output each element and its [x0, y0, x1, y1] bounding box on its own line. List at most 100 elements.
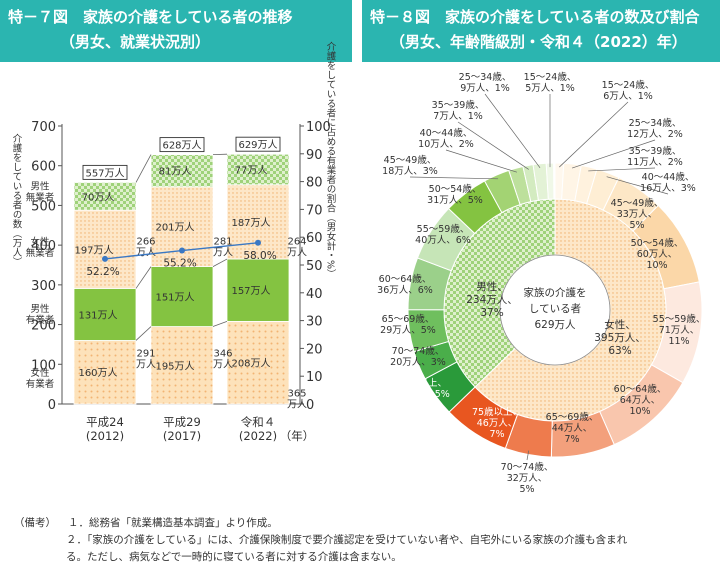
female-total-label-line: 266	[136, 236, 155, 247]
male-total-label-line: 291	[136, 348, 155, 359]
center-label-2: している者	[529, 303, 581, 315]
outer-label-line: 11万人、2%	[627, 157, 683, 168]
bar-value-label: 187万人	[231, 217, 270, 229]
legend-label-line: 女性	[30, 236, 50, 248]
legend-label-line: 男性	[30, 181, 50, 193]
bar-value-label: 131万人	[78, 309, 117, 321]
leader-line	[526, 450, 530, 461]
outer-label-line: 7万人、1%	[433, 111, 483, 122]
y-tick-label: 300	[31, 279, 56, 294]
line-value-label: 52.2%	[86, 266, 119, 278]
bar-segment	[150, 266, 214, 327]
outer-label: 15～24歳、 5万人、1%	[524, 71, 577, 94]
connector-line	[135, 154, 152, 183]
outer-label: 55～59歳、 71万人、 11%	[653, 313, 706, 347]
male-total-label-line: 万人	[136, 358, 156, 370]
y2-tick-label: 0	[306, 398, 314, 413]
outer-label: 15～24歳、 6万人、1%	[602, 79, 655, 102]
leader-line	[484, 93, 541, 168]
outer-label-line: 7%	[564, 434, 579, 445]
leader-line	[571, 139, 656, 169]
outer-label-line: 55～59歳、	[417, 223, 470, 235]
outer-label-line: 11%	[668, 336, 689, 347]
outer-label-line: 75歳以上、	[397, 377, 447, 389]
male-total-label-line: 万人	[213, 358, 233, 370]
y2-tick-label: 80	[306, 176, 323, 191]
outer-label-line: 29万人、5%	[380, 325, 436, 336]
outer-label-line: 40～44歳、	[642, 171, 695, 183]
year-unit-label: （年）	[280, 429, 315, 443]
outer-label-line: 5%	[629, 220, 644, 231]
male-total-label-line: 365	[287, 388, 306, 399]
bar-value-label: 157万人	[231, 285, 270, 297]
legend-label-line: 有業者	[26, 378, 55, 390]
figure8-title: 特－８図 家族の介護をしている者の数及び割合	[370, 8, 700, 26]
y2-tick-label: 100	[306, 120, 331, 135]
y2-tick-label: 20	[306, 342, 323, 357]
outer-slice	[545, 162, 555, 200]
outer-label-line: 36万人、6%	[377, 285, 433, 296]
outer-label-line: 50～54歳、	[429, 183, 482, 195]
legend-label: 男性有業者	[26, 303, 55, 326]
outer-label-line: 5%	[519, 484, 534, 495]
female-total-label: 281 万人	[213, 236, 233, 258]
female-total-label-line: 万人	[213, 246, 233, 258]
category-label-line: 令和４	[241, 415, 276, 429]
outer-label-line: 70～74歳、	[501, 461, 554, 473]
outer-label-line: 46万人、	[477, 418, 518, 429]
leader-line	[445, 149, 518, 173]
category-label-line: (2012)	[86, 429, 124, 443]
outer-label: 55～59歳、 40万人、6%	[415, 223, 471, 246]
legend-label-line: 有業者	[26, 314, 55, 326]
outer-label: 25～34歳、 9万人、1%	[459, 71, 512, 94]
y2-axis-title: 介護をしている者に占める有業者の割合（男女計・%）	[325, 41, 337, 278]
female-total-label-line: 264	[287, 236, 306, 247]
outer-label-line: 10%	[629, 406, 650, 417]
outer-label: 70～74歳、 20万人、3%	[390, 345, 446, 368]
outer-label-line: 33万人、	[617, 209, 658, 220]
bar-segment	[226, 184, 290, 260]
outer-label-line: 40～44歳、	[420, 127, 473, 139]
bar-value-label: 70万人	[82, 191, 115, 203]
outer-label-line: 50～54歳、	[631, 237, 684, 249]
male-total-label: 365 万人	[287, 388, 307, 410]
leader-line	[409, 176, 499, 180]
outer-label-line: 10万人、2%	[418, 139, 474, 150]
y2-tick-label: 40	[306, 287, 323, 302]
category-label-line: 平成24	[86, 415, 124, 429]
outer-label: 60～64歳、 64万人、 10%	[614, 383, 667, 417]
y-tick-label: 600	[31, 160, 56, 175]
outer-label-line: 32万人、	[507, 473, 548, 484]
outer-label-line: 5万人、1%	[525, 83, 575, 94]
bar-segment	[73, 209, 137, 289]
inner-label-line: 63%	[608, 345, 631, 357]
y2-tick-label: 10	[306, 370, 323, 385]
y-tick-label: 400	[31, 239, 56, 254]
outer-label-line: 45～49歳、	[384, 154, 437, 166]
connector-line	[212, 321, 228, 327]
outer-label-line: 60～64歳、	[379, 273, 432, 285]
legend-label: 男性無業者	[26, 181, 55, 204]
figure8-header: 特－８図 家族の介護をしている者の数及び割合 （男女、年齢階級別・令和４（202…	[362, 0, 720, 62]
leader-line	[457, 121, 529, 170]
center-circle	[499, 254, 611, 366]
outer-label-line: 15～24歳、	[524, 71, 577, 83]
inner-label-line: 395万人、	[594, 332, 646, 344]
bar-segment	[73, 181, 137, 211]
inner-label: 女性、 395万人、 63%	[594, 318, 646, 357]
legend-label-line: 無業者	[26, 247, 55, 259]
figure7-title: 特－７図 家族の介護をしている者の推移	[8, 8, 293, 26]
line-point	[102, 255, 108, 262]
connector-line	[135, 266, 152, 289]
outer-label: 75歳以上、 46万人、 7%	[472, 406, 522, 440]
leader-line	[588, 167, 656, 172]
outer-label-line: 12万人、2%	[627, 129, 683, 140]
outer-label-line: 35～39歳、	[432, 99, 485, 111]
female-total-label-line: 万人	[287, 246, 307, 258]
bar-chart: 0 100 200 300 400 500 600 700 0 10 20 30 40 50 60 70 80 9…	[11, 41, 337, 443]
category-label: 平成29 (2017)	[163, 415, 201, 443]
outer-label-line: 65～69歳、	[382, 313, 435, 325]
inner-label-line: 女性、	[604, 318, 636, 331]
y-tick-label: 700	[31, 120, 56, 135]
y2-tick-label: 60	[306, 231, 323, 246]
